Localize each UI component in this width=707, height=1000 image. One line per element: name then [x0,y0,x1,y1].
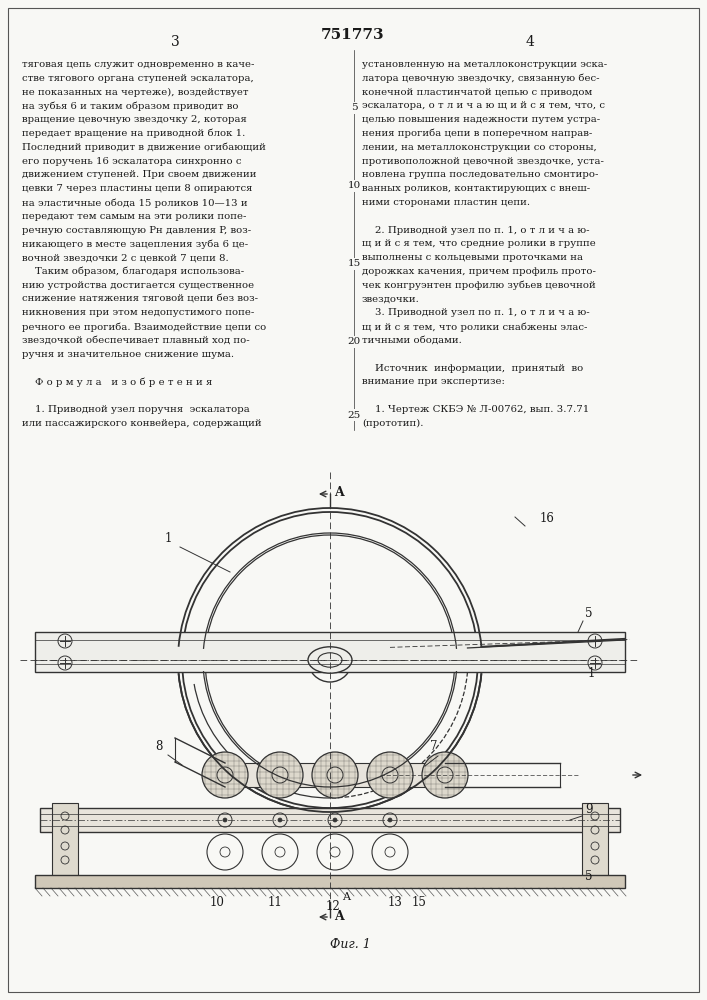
Text: целью повышения надежности путем устра-: целью повышения надежности путем устра- [362,115,600,124]
Text: 25: 25 [347,410,361,420]
Text: чек конгруэнтен профилю зубьев цевочной: чек конгруэнтен профилю зубьев цевочной [362,281,596,290]
Text: 1. Приводной узел поручня  эскалатора: 1. Приводной узел поручня эскалатора [22,405,250,414]
Text: лении, на металлоконструкции со стороны,: лении, на металлоконструкции со стороны, [362,143,597,152]
Text: ними сторонами пластин цепи.: ними сторонами пластин цепи. [362,198,530,207]
Text: 15: 15 [347,259,361,268]
Text: на эластичные обода 15 роликов 10—13 и: на эластичные обода 15 роликов 10—13 и [22,198,247,208]
Text: 1. Чертеж СКБЭ № Л-00762, вып. 3.7.71: 1. Чертеж СКБЭ № Л-00762, вып. 3.7.71 [362,405,589,414]
Text: никающего в месте зацепления зуба 6 це-: никающего в месте зацепления зуба 6 це- [22,239,248,249]
Circle shape [333,818,337,822]
Text: цевки 7 через пластины цепи 8 опираются: цевки 7 через пластины цепи 8 опираются [22,184,252,193]
Text: щ и й с я тем, что средние ролики в группе: щ и й с я тем, что средние ролики в груп… [362,239,596,248]
Text: конечной пластинчатой цепью с приводом: конечной пластинчатой цепью с приводом [362,88,592,97]
Text: установленную на металлоконструкции эска-: установленную на металлоконструкции эска… [362,60,607,69]
Text: 11: 11 [268,896,283,909]
Bar [582,803,608,887]
Circle shape [327,767,343,783]
Text: 2. Приводной узел по п. 1, о т л и ч а ю-: 2. Приводной узел по п. 1, о т л и ч а ю… [362,226,590,235]
Text: внимание при экспертизе:: внимание при экспертизе: [362,377,505,386]
Circle shape [278,818,282,822]
Text: речную составляющую Pн давления P, воз-: речную составляющую Pн давления P, воз- [22,226,251,235]
Text: дорожках качения, причем профиль прото-: дорожках качения, причем профиль прото- [362,267,596,276]
Text: 12: 12 [326,900,341,913]
Text: 15: 15 [412,896,427,909]
Text: Таким образом, благодаря использова-: Таким образом, благодаря использова- [22,267,244,276]
Text: латора цевочную звездочку, связанную бес-: латора цевочную звездочку, связанную бес… [362,74,600,83]
Text: 10: 10 [210,896,225,909]
Text: 1: 1 [165,532,173,545]
Circle shape [312,752,358,798]
Circle shape [367,752,413,798]
Circle shape [257,752,303,798]
Text: стве тягового органа ступеней эскалатора,: стве тягового органа ступеней эскалатора… [22,74,254,83]
Circle shape [437,767,453,783]
Circle shape [388,818,392,822]
Text: 13: 13 [388,896,403,909]
Text: 5: 5 [351,104,357,112]
Text: 751773: 751773 [321,28,385,42]
Circle shape [223,818,227,822]
Text: никновения при этом недопустимого попе-: никновения при этом недопустимого попе- [22,308,255,317]
Text: 9: 9 [585,803,592,816]
Text: 1: 1 [588,667,595,680]
Text: передают тем самым на эти ролики попе-: передают тем самым на эти ролики попе- [22,212,246,221]
Text: не показанных на чертеже), воздействует: не показанных на чертеже), воздействует [22,88,248,97]
Text: A: A [334,910,344,922]
Text: Источник  информации,  принятый  во: Источник информации, принятый во [362,364,583,373]
Circle shape [382,767,398,783]
Circle shape [217,767,233,783]
Text: речного ее прогиба. Взаимодействие цепи со: речного ее прогиба. Взаимодействие цепи … [22,322,267,332]
Text: движением ступеней. При своем движении: движением ступеней. При своем движении [22,170,257,179]
Text: его поручень 16 эскалатора синхронно с: его поручень 16 эскалатора синхронно с [22,157,242,166]
Text: щ и й с я тем, что ролики снабжены элас-: щ и й с я тем, что ролики снабжены элас- [362,322,588,332]
Text: тяговая цепь служит одновременно в каче-: тяговая цепь служит одновременно в каче- [22,60,255,69]
Text: Ф о р м у л а   и з о б р е т е н и я: Ф о р м у л а и з о б р е т е н и я [22,377,212,387]
Text: звездочкой обеспечивает плавный ход по-: звездочкой обеспечивает плавный ход по- [22,336,250,345]
Circle shape [272,767,288,783]
Text: ванных роликов, контактирующих с внеш-: ванных роликов, контактирующих с внеш- [362,184,590,193]
Ellipse shape [318,653,342,667]
Text: 8: 8 [155,740,163,753]
Text: на зубья 6 и таким образом приводит во: на зубья 6 и таким образом приводит во [22,101,238,111]
Bar [52,803,78,887]
Bar [35,632,625,672]
Bar [35,875,625,888]
Circle shape [422,752,468,798]
Bar [222,763,448,787]
Text: тичными ободами.: тичными ободами. [362,336,462,345]
Text: 20: 20 [347,338,361,347]
Text: Фиг. 1: Фиг. 1 [329,938,370,951]
Text: противоположной цевочной звездочке, уста-: противоположной цевочной звездочке, уста… [362,157,604,166]
Text: снижение натяжения тяговой цепи без воз-: снижение натяжения тяговой цепи без воз- [22,295,258,304]
Text: или пассажирского конвейера, содержащий: или пассажирского конвейера, содержащий [22,419,262,428]
Text: передает вращение на приводной блок 1.: передает вращение на приводной блок 1. [22,129,245,138]
Text: 5: 5 [585,870,592,883]
Bar [40,808,620,832]
Text: 10: 10 [347,182,361,190]
Text: вочной звездочки 2 с цевкой 7 цепи 8.: вочной звездочки 2 с цевкой 7 цепи 8. [22,253,229,262]
Ellipse shape [308,647,352,673]
Text: выполнены с кольцевыми проточками на: выполнены с кольцевыми проточками на [362,253,583,262]
Text: звездочки.: звездочки. [362,295,420,304]
Text: 16: 16 [540,512,555,525]
Text: 7: 7 [430,740,438,753]
Text: вращение цевочную звездочку 2, которая: вращение цевочную звездочку 2, которая [22,115,247,124]
Text: новлена группа последовательно смонтиро-: новлена группа последовательно смонтиро- [362,170,598,179]
Circle shape [202,752,248,798]
Text: нения прогиба цепи в поперечном направ-: нения прогиба цепи в поперечном направ- [362,129,592,138]
Text: нию устройства достигается существенное: нию устройства достигается существенное [22,281,254,290]
Text: эскалатора, о т л и ч а ю щ и й с я тем, что, с: эскалатора, о т л и ч а ю щ и й с я тем,… [362,101,605,110]
Text: A: A [342,892,350,902]
Text: 5: 5 [585,607,592,620]
Text: 3: 3 [170,35,180,49]
Text: Последний приводит в движение огибающий: Последний приводит в движение огибающий [22,143,266,152]
Text: 4: 4 [525,35,534,49]
Text: (прототип).: (прототип). [362,419,423,428]
Text: 3. Приводной узел по п. 1, о т л и ч а ю-: 3. Приводной узел по п. 1, о т л и ч а ю… [362,308,590,317]
Text: ручня и значительное снижение шума.: ручня и значительное снижение шума. [22,350,234,359]
Text: A: A [334,487,344,499]
